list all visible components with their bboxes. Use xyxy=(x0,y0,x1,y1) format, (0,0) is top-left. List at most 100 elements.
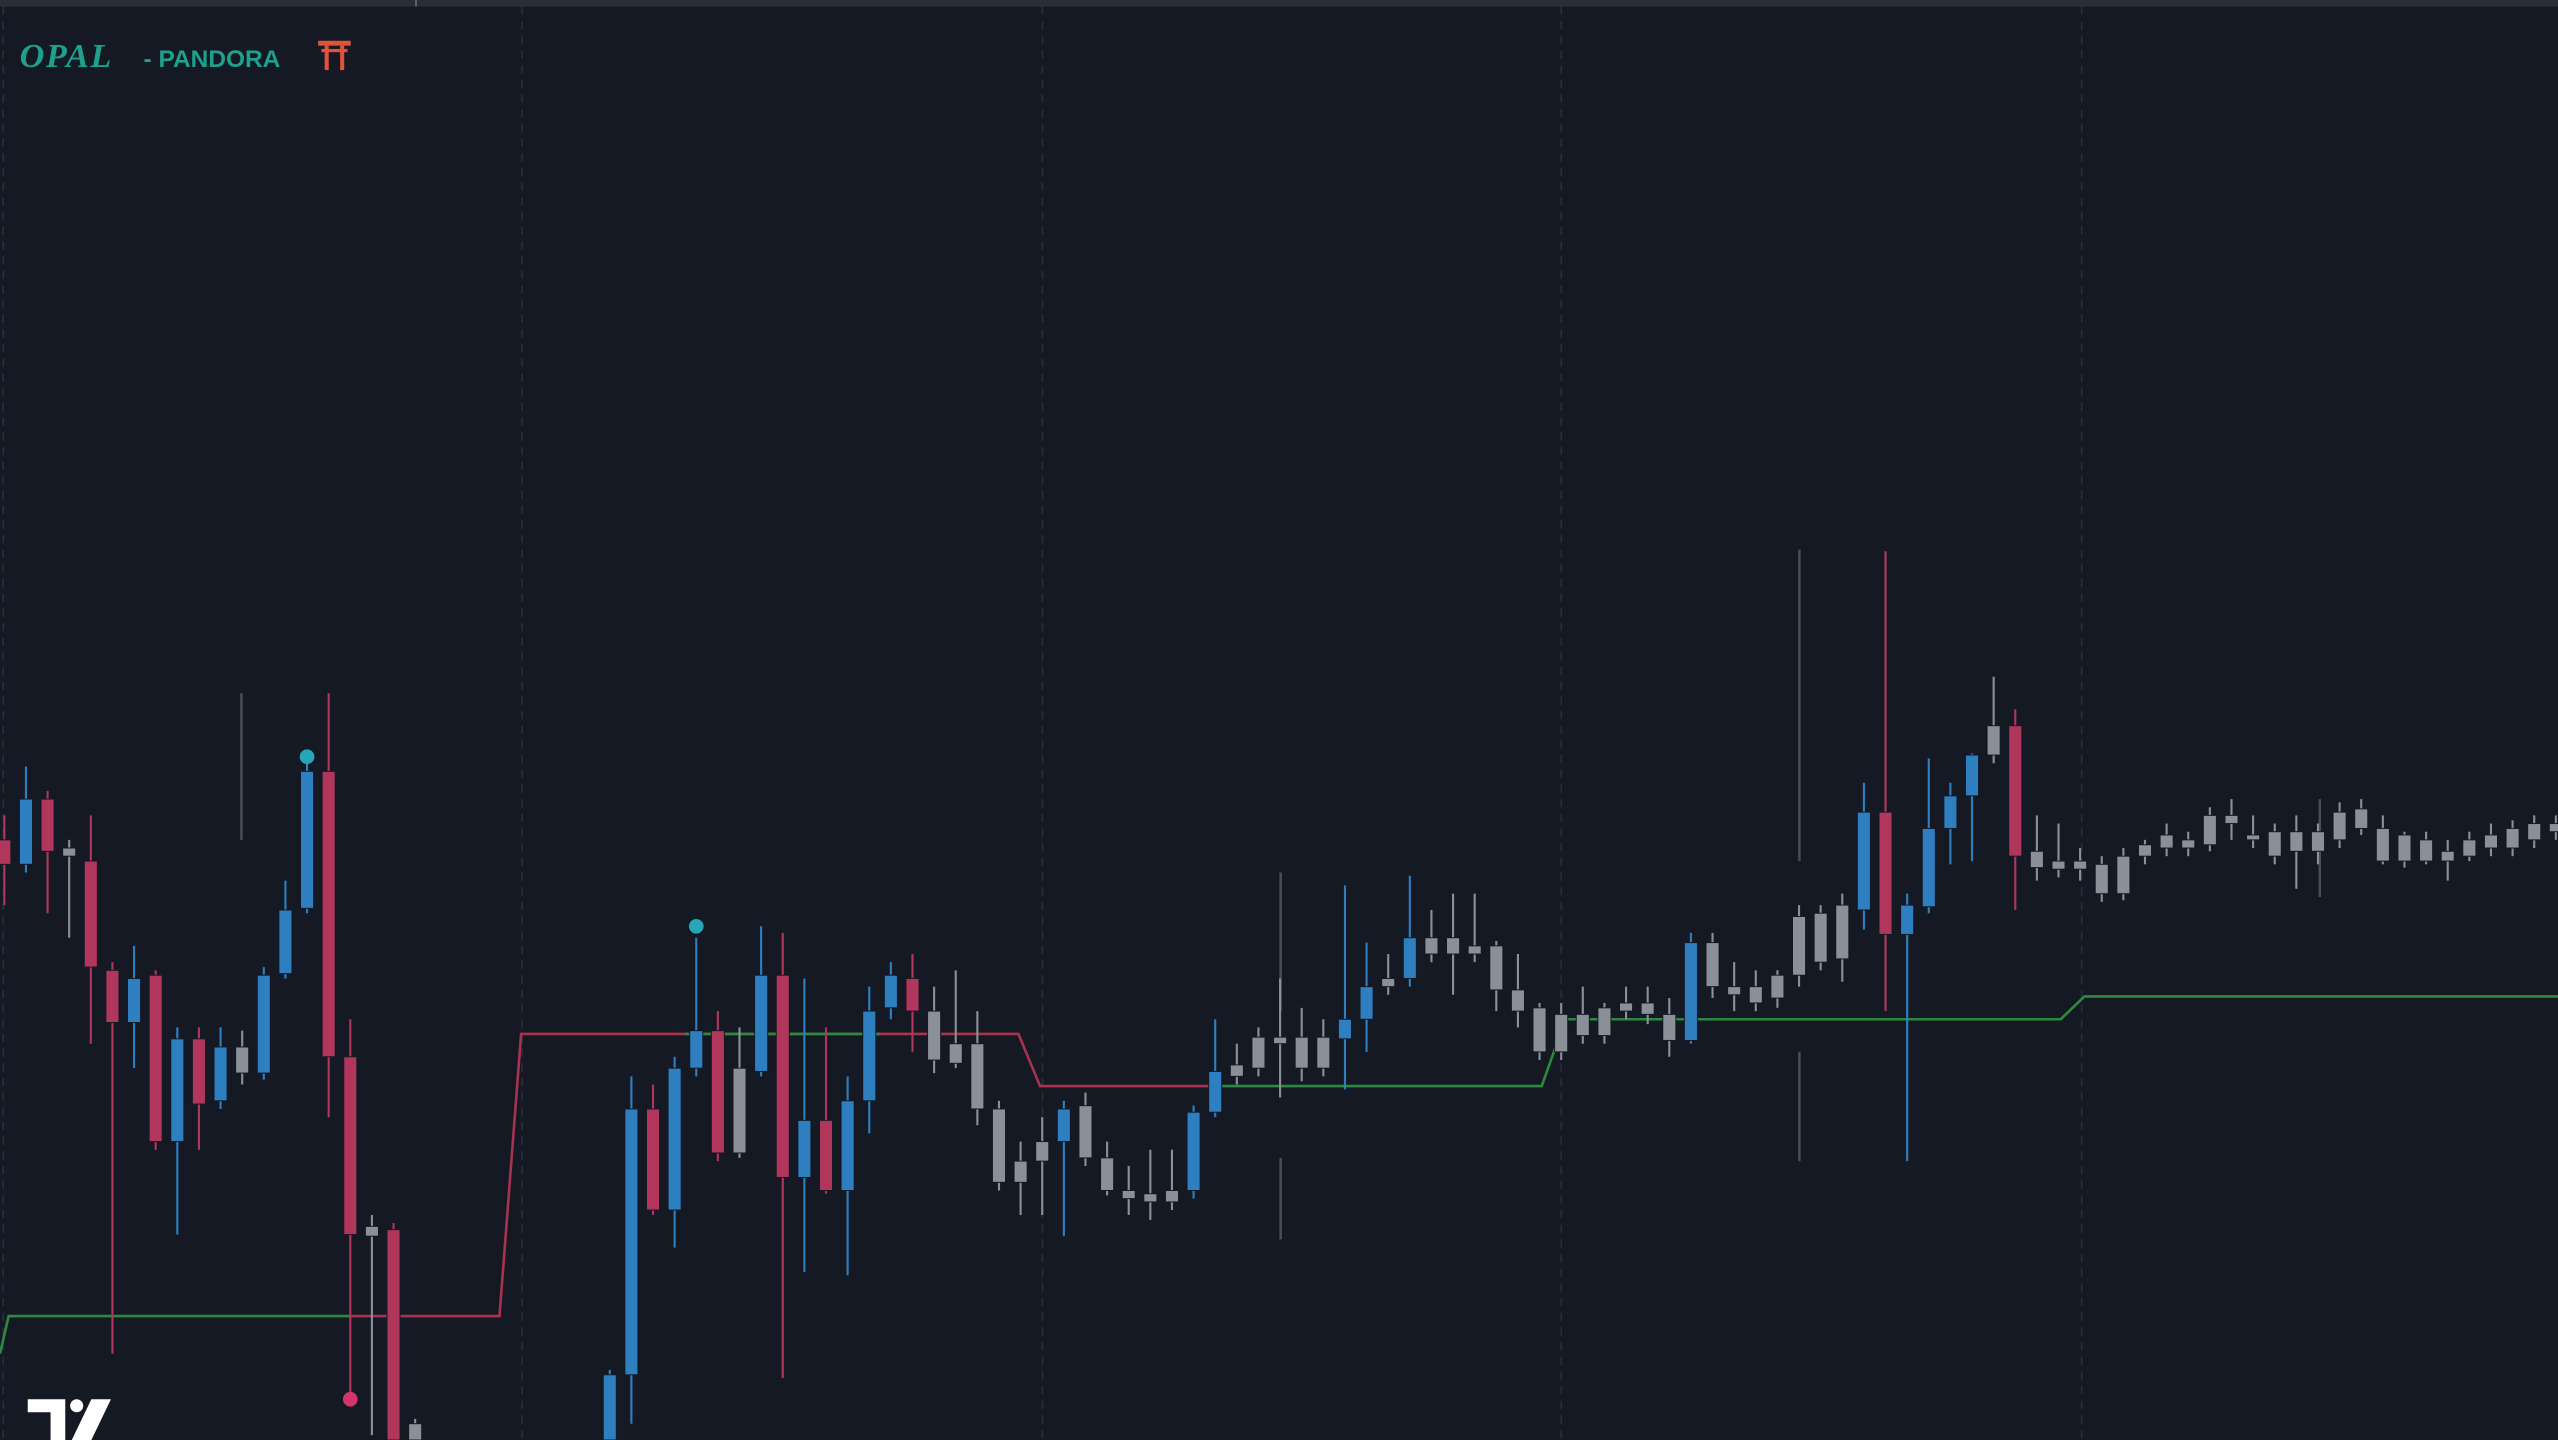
candle-body xyxy=(1965,754,1980,797)
candle-body xyxy=(1921,827,1936,908)
signal-marker xyxy=(299,749,315,765)
candle-body xyxy=(1705,942,1720,988)
level-line xyxy=(1215,995,2558,1088)
candle-body xyxy=(754,974,769,1072)
candle-body xyxy=(2332,811,2347,841)
candle-body xyxy=(1208,1070,1223,1113)
candle-body xyxy=(1489,945,1504,991)
candle-body xyxy=(1943,795,1958,829)
candle-body xyxy=(602,1374,617,1440)
candle-body xyxy=(1554,1013,1569,1053)
candle-body xyxy=(18,798,33,865)
candle-body xyxy=(624,1108,639,1376)
torii-post xyxy=(340,45,345,71)
candle-body xyxy=(170,1038,185,1143)
candle-body xyxy=(1381,977,1396,988)
candle-body xyxy=(2051,860,2066,870)
candle-body xyxy=(1251,1036,1266,1069)
candle-body xyxy=(1337,1018,1352,1040)
candle-body xyxy=(364,1225,379,1237)
candle-body xyxy=(2289,831,2304,852)
signal-marker xyxy=(342,1391,358,1407)
candle-body xyxy=(667,1067,682,1211)
candle-body xyxy=(1446,937,1461,955)
candle-body xyxy=(970,1043,985,1110)
candle-body xyxy=(1056,1108,1071,1143)
torii-post xyxy=(324,45,329,71)
candle-body xyxy=(991,1108,1006,1183)
level-line xyxy=(0,1314,351,1354)
candle-body xyxy=(2505,827,2520,849)
candle-body xyxy=(1294,1036,1309,1069)
candle-body xyxy=(343,1056,358,1236)
candle-body xyxy=(862,1010,877,1102)
candle-body xyxy=(83,860,98,968)
candle-body xyxy=(1532,1007,1547,1053)
top-bar xyxy=(0,0,2558,7)
logo-slash xyxy=(71,1399,111,1440)
candle-body xyxy=(775,974,790,1178)
candle-body xyxy=(2073,860,2088,870)
candle-body xyxy=(2267,831,2282,857)
candle-body xyxy=(1748,986,1763,1004)
candle-body xyxy=(645,1108,661,1211)
candle-body xyxy=(1164,1189,1179,1203)
time-grid xyxy=(2,6,2083,1440)
candle-body xyxy=(1186,1111,1201,1191)
candle-body xyxy=(1424,937,1439,955)
candle-body xyxy=(2548,823,2558,833)
candle-body xyxy=(1013,1160,1028,1183)
candle-body xyxy=(1402,937,1417,979)
candle-body xyxy=(2483,834,2498,849)
candle-body xyxy=(1467,945,1482,955)
candle-body xyxy=(1229,1064,1244,1077)
logo xyxy=(27,1399,111,1440)
candle-body xyxy=(927,1010,942,1061)
logo-seven xyxy=(27,1399,66,1440)
chart-title: OPAL xyxy=(20,37,113,75)
candle-body xyxy=(2462,839,2477,857)
candle-body xyxy=(2224,814,2239,825)
candle-body xyxy=(1835,904,1850,960)
candle-body xyxy=(1316,1036,1331,1069)
candle-body xyxy=(1878,811,1893,935)
candle-body xyxy=(127,977,142,1024)
torii-icon xyxy=(318,40,351,71)
candle-body xyxy=(1597,1007,1612,1037)
candle-body xyxy=(2419,839,2434,862)
candle-body xyxy=(840,1100,855,1191)
torii-top xyxy=(318,40,351,46)
candle-body xyxy=(2181,839,2196,849)
candle-body xyxy=(2375,827,2390,862)
candle-body xyxy=(1143,1193,1158,1203)
candle-body xyxy=(2202,814,2217,846)
candle-body xyxy=(408,1423,423,1440)
candle-body xyxy=(1792,916,1807,976)
candle-body xyxy=(321,770,336,1058)
candle-body xyxy=(1273,1036,1288,1045)
candle-body xyxy=(105,969,120,1024)
candle-body xyxy=(2029,850,2044,869)
candle-body xyxy=(948,1043,963,1064)
torii-beam xyxy=(321,48,348,53)
candle-body xyxy=(818,1119,834,1191)
candle-body xyxy=(1100,1157,1115,1191)
candle-body xyxy=(2159,834,2174,849)
candle-body xyxy=(278,909,293,975)
candle-body xyxy=(883,974,898,1009)
candle-body xyxy=(1035,1141,1050,1162)
candle-body xyxy=(1619,1002,1634,1012)
candle-body xyxy=(148,974,163,1143)
plot-area xyxy=(0,551,2558,1440)
candle-body xyxy=(1121,1189,1136,1200)
candle-body xyxy=(1510,989,1525,1012)
candle-body xyxy=(1770,974,1785,999)
candle-body xyxy=(235,1046,250,1074)
candle-body xyxy=(2008,725,2023,857)
candle-body xyxy=(2116,855,2131,895)
candle-body xyxy=(191,1038,206,1105)
candle-body xyxy=(2440,850,2455,862)
